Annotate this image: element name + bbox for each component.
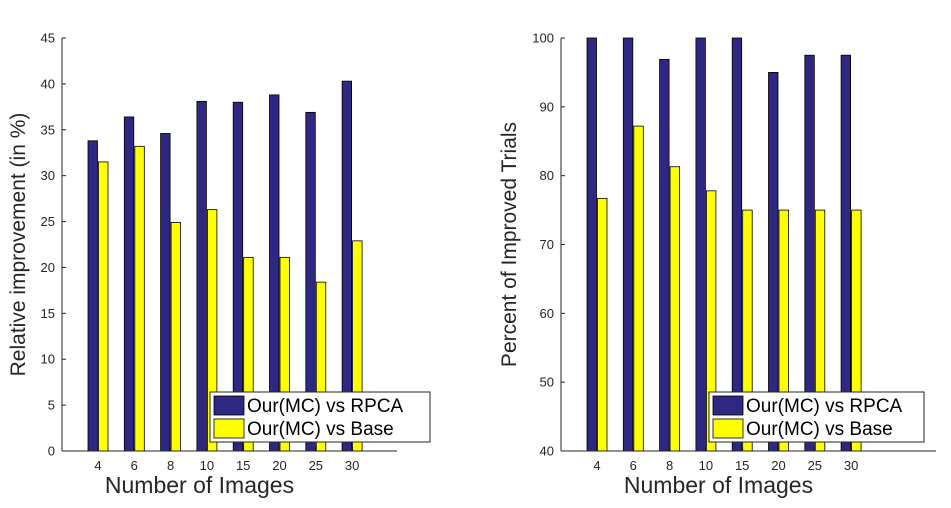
y-tick-label: 30 — [41, 168, 55, 183]
bar-rpca-15 — [731, 37, 743, 452]
bar-base-4 — [597, 197, 608, 452]
y-tick-label: 70 — [540, 237, 554, 252]
x-tick-label: 15 — [735, 458, 749, 473]
x-tick-label: 10 — [200, 458, 214, 473]
bar-rpca-4 — [87, 140, 98, 452]
y-tick-label: 50 — [540, 375, 554, 390]
y-tick-label: 90 — [540, 99, 554, 114]
x-axis-label: Number of Images — [105, 472, 294, 498]
y-tick-label: 25 — [41, 214, 55, 229]
y-tick-label: 40 — [540, 444, 554, 459]
legend-swatch-base — [213, 418, 245, 439]
bar-rpca-6 — [622, 37, 634, 452]
y-tick-label: 0 — [48, 444, 55, 459]
bar-base-8 — [170, 222, 182, 452]
y-tick-label: 15 — [41, 306, 55, 321]
legend-swatch-rpca — [712, 395, 744, 416]
x-tick-label: 20 — [771, 458, 785, 473]
x-tick-label: 8 — [666, 458, 673, 473]
y-tick-label: 20 — [41, 260, 55, 275]
bar-base-4 — [98, 161, 109, 452]
x-tick-label: 8 — [167, 458, 174, 473]
x-axis-label: Number of Images — [624, 472, 813, 498]
y-tick-label: 10 — [41, 352, 55, 367]
legend-box — [708, 391, 925, 443]
bar-base-8 — [669, 166, 680, 452]
bar-base-6 — [134, 145, 145, 452]
x-tick-label: 20 — [272, 458, 286, 473]
chart-relative-improvement: 4 6 8 10 15 20 25 30 0 5 10 15 20 25 30 35 40 45 Number of… — [7, 31, 431, 498]
bar-base-6 — [633, 125, 644, 452]
y-axis-label: Relative improvement (in %) — [7, 113, 30, 377]
bar-rpca-4 — [586, 37, 597, 452]
legend-label-base: Our(MC) vs Base — [247, 419, 394, 440]
bar-rpca-8 — [160, 133, 171, 452]
x-tick-label: 25 — [309, 458, 323, 473]
x-tick-label: 10 — [699, 458, 713, 473]
x-tick-label: 25 — [808, 458, 822, 473]
y-axis-label: Percent of Improved Trials — [498, 122, 521, 367]
x-tick-label: 30 — [345, 458, 359, 473]
legend-label-rpca: Our(MC) vs RPCA — [746, 396, 903, 417]
y-tick-label: 45 — [41, 31, 55, 46]
x-tick-label: 6 — [131, 458, 138, 473]
legend-swatch-base — [712, 418, 744, 439]
bar-rpca-10 — [695, 37, 706, 452]
y-tick-label: 35 — [41, 122, 55, 137]
y-tick-label: 60 — [540, 306, 554, 321]
x-tick-label: 4 — [94, 458, 101, 473]
x-tick-label: 15 — [236, 458, 250, 473]
legend-box — [209, 391, 431, 443]
x-tick-label: 6 — [630, 458, 637, 473]
bar-rpca-6 — [123, 116, 135, 452]
chart-percent-improved-trials: 4 6 8 10 15 20 25 30 40 50 60 70 80 90 100 Number of Im… — [498, 31, 936, 498]
bar-rpca-10 — [196, 100, 207, 452]
x-tick-label: 4 — [593, 458, 600, 473]
legend-swatch-rpca — [213, 395, 245, 416]
legend-label-rpca: Our(MC) vs RPCA — [247, 396, 404, 417]
y-tick-label: 5 — [48, 398, 55, 413]
y-tick-label: 40 — [41, 76, 55, 91]
bar-rpca-8 — [659, 58, 670, 452]
y-tick-label: 100 — [532, 31, 554, 46]
legend-label-base: Our(MC) vs Base — [746, 419, 893, 440]
x-tick-label: 30 — [844, 458, 858, 473]
y-tick-label: 80 — [540, 168, 554, 183]
